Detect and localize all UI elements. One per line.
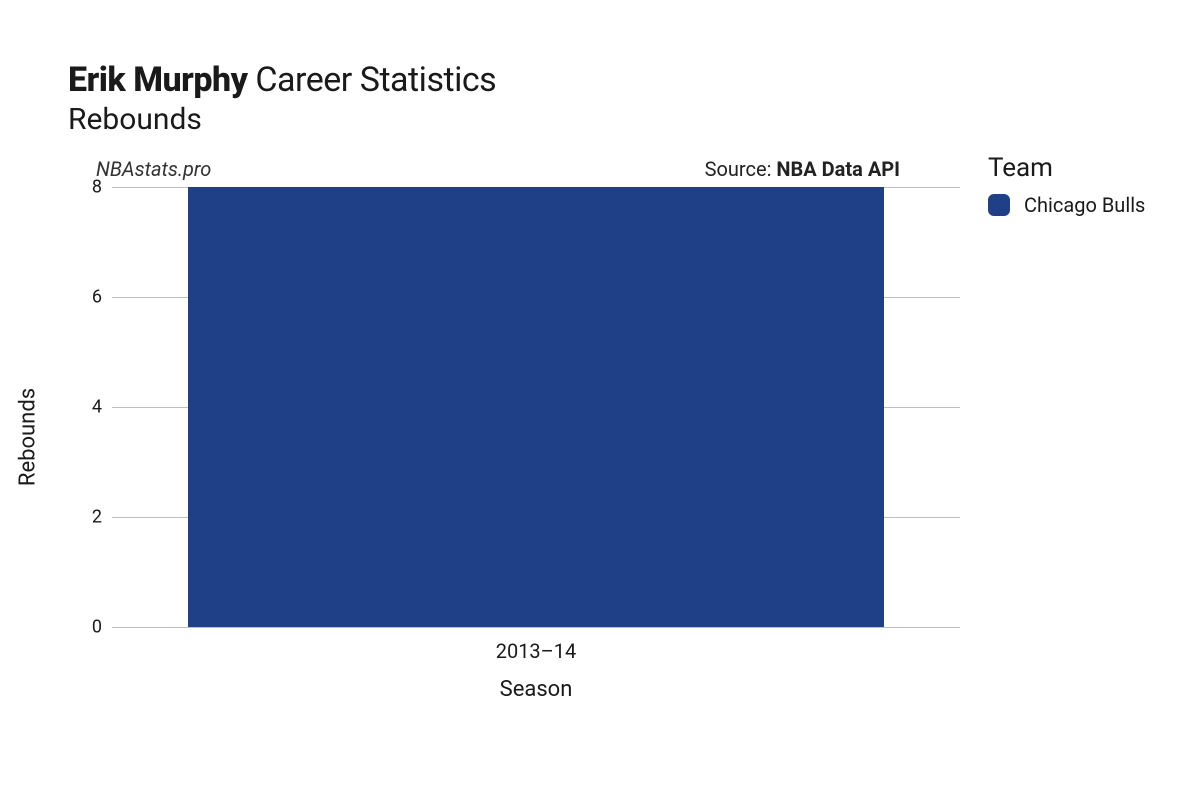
source-prefix: Source: — [705, 157, 777, 181]
player-name: Erik Murphy — [68, 60, 247, 100]
bar — [188, 187, 883, 627]
chart-subtitle: Rebounds — [68, 102, 1160, 137]
legend-title: Team — [988, 153, 1145, 183]
legend-items: Chicago Bulls — [988, 193, 1145, 217]
source-credit: Source: NBA Data API — [705, 157, 900, 181]
plot-inner: Season 024682013–14 — [112, 187, 960, 627]
chart-title: Erik Murphy Career Statistics — [68, 60, 1160, 100]
site-credit: NBAstats.pro — [96, 157, 211, 181]
y-tick-label: 2 — [72, 507, 112, 528]
x-tick-label: 2013–14 — [496, 627, 577, 663]
meta-row: NBAstats.pro Source: NBA Data API — [40, 157, 900, 181]
y-tick-label: 4 — [72, 397, 112, 418]
legend: Team Chicago Bulls — [988, 153, 1145, 217]
legend-item: Chicago Bulls — [988, 193, 1145, 217]
y-axis-label: Rebounds — [16, 388, 41, 486]
plot-area: Rebounds Season 024682013–14 — [40, 187, 960, 687]
legend-label: Chicago Bulls — [1024, 193, 1145, 217]
title-block: Erik Murphy Career Statistics Rebounds — [68, 60, 1160, 137]
y-tick-label: 0 — [72, 617, 112, 638]
title-suffix: Career Statistics — [255, 60, 496, 100]
y-tick-label: 8 — [72, 177, 112, 198]
y-tick-label: 6 — [72, 287, 112, 308]
legend-swatch — [988, 194, 1010, 216]
chart-container: Erik Murphy Career Statistics Rebounds N… — [0, 0, 1200, 800]
chart-wrap: Rebounds Season 024682013–14 Team Chicag… — [40, 187, 1160, 687]
source-name: NBA Data API — [776, 157, 900, 181]
